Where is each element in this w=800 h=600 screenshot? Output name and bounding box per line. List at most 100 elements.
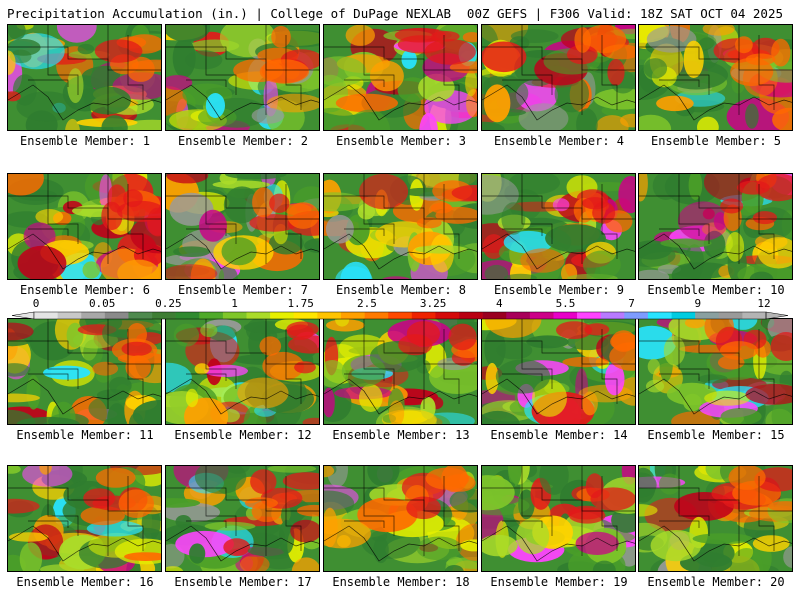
member-map-panel	[481, 465, 636, 572]
ensemble-member-caption: Ensemble Member: 20	[647, 575, 785, 589]
colorbar-swatch	[553, 312, 578, 319]
colorbar-swatch	[317, 312, 342, 319]
colorbar-swatch	[364, 312, 389, 319]
ensemble-member-caption: Ensemble Member: 19	[490, 575, 628, 589]
precipitation-field-map	[166, 25, 319, 130]
member-map-panel	[638, 465, 793, 572]
precipitation-field-map	[639, 319, 792, 424]
colorbar-tick-label: 0.05	[89, 298, 116, 310]
ensemble-member-caption: Ensemble Member: 11	[16, 428, 154, 442]
ensemble-member-caption: Ensemble Member: 9	[493, 283, 625, 297]
colorbar-swatch	[482, 312, 507, 319]
precipitation-field-map	[8, 319, 161, 424]
precipitation-field-map	[166, 319, 319, 424]
colorbar-tick-label: 0.25	[155, 298, 182, 310]
colorbar-tick-label: 3.25	[420, 298, 447, 310]
colorbar-swatch	[506, 312, 531, 319]
precipitation-field-map	[8, 174, 161, 279]
colorbar-swatch	[388, 312, 413, 319]
member-map-panel	[7, 465, 162, 572]
member-map-panel	[165, 24, 320, 131]
member-map-panel	[165, 173, 320, 280]
precipitation-field-map	[639, 174, 792, 279]
ensemble-member-caption: Ensemble Member: 1	[19, 134, 151, 148]
colorbar-swatch	[459, 312, 483, 319]
member-map-panel	[481, 173, 636, 280]
member-map-panel	[323, 173, 478, 280]
colorbar-swatch	[671, 312, 696, 319]
colorbar-swatch	[57, 312, 82, 319]
member-map-panel	[481, 24, 636, 131]
ensemble-member-caption: Ensemble Member: 12	[174, 428, 312, 442]
chart-title: Precipitation Accumulation (in.) | Colle…	[7, 6, 452, 21]
precipitation-colorbar: 0 0.05 0.25 1 1.75 2.5 3.25 4 5.5 7 9 12	[11, 298, 789, 320]
member-map-panel	[7, 24, 162, 131]
ensemble-member-caption: Ensemble Member: 7	[177, 283, 309, 297]
precipitation-field-map	[639, 466, 792, 571]
ensemble-member-caption: Ensemble Member: 18	[332, 575, 470, 589]
precipitation-field-map	[166, 174, 319, 279]
ensemble-member-caption: Ensemble Member: 8	[335, 283, 467, 297]
member-map-panel	[481, 318, 636, 425]
colorbar-tick-label: 9	[694, 298, 701, 310]
precipitation-field-map	[324, 319, 477, 424]
member-map-panel	[638, 24, 793, 131]
member-map-panel	[323, 465, 478, 572]
colorbar-tick-label: 5.5	[556, 298, 576, 310]
ensemble-member-caption: Ensemble Member: 2	[177, 134, 309, 148]
precipitation-field-map	[8, 466, 161, 571]
colorbar-tick-label: 7	[628, 298, 635, 310]
ensemble-member-caption: Ensemble Member: 5	[650, 134, 782, 148]
colorbar-swatch	[577, 312, 602, 319]
colorbar-tick-label: 0	[33, 298, 40, 310]
ensemble-member-caption: Ensemble Member: 3	[335, 134, 467, 148]
member-map-panel	[7, 318, 162, 425]
colorbar-swatch	[34, 312, 58, 319]
ensemble-member-caption: Ensemble Member: 6	[19, 283, 151, 297]
colorbar-swatch	[742, 312, 767, 319]
colorbar-swatch	[246, 312, 271, 319]
precipitation-field-map	[482, 466, 635, 571]
precipitation-field-map	[324, 174, 477, 279]
member-map-panel	[165, 318, 320, 425]
ensemble-member-caption: Ensemble Member: 14	[490, 428, 628, 442]
colorbar-swatch	[624, 312, 649, 319]
colorbar-swatch	[222, 312, 247, 319]
member-map-panel	[638, 318, 793, 425]
colorbar-swatch	[128, 312, 153, 319]
precipitation-field-map	[639, 25, 792, 130]
colorbar-swatch	[152, 312, 176, 319]
precipitation-field-map	[324, 466, 477, 571]
member-map-panel	[165, 465, 320, 572]
colorbar-swatch	[175, 312, 200, 319]
colorbar-swatch	[718, 312, 743, 319]
precipitation-field-map	[482, 319, 635, 424]
colorbar-swatch	[104, 312, 129, 319]
colorbar-min-arrow	[11, 311, 35, 320]
member-map-panel	[323, 24, 478, 131]
member-map-panel	[323, 318, 478, 425]
precipitation-field-map	[482, 25, 635, 130]
ensemble-member-caption: Ensemble Member: 4	[493, 134, 625, 148]
ensemble-member-caption: Ensemble Member: 17	[174, 575, 312, 589]
colorbar-swatch	[340, 312, 365, 319]
precipitation-field-map	[8, 25, 161, 130]
ensemble-member-caption: Ensemble Member: 16	[16, 575, 154, 589]
colorbar-swatch	[199, 312, 224, 319]
member-map-panel	[7, 173, 162, 280]
colorbar-tick-label: 1	[231, 298, 238, 310]
precipitation-field-map	[482, 174, 635, 279]
colorbar-swatch	[695, 312, 720, 319]
colorbar-swatch	[293, 312, 318, 319]
colorbar-swatch	[529, 312, 554, 319]
ensemble-member-caption: Ensemble Member: 13	[332, 428, 470, 442]
colorbar-swatch	[600, 312, 625, 319]
run-valid-time: 00Z GEFS | F306 Valid: 18Z SAT OCT 04 20…	[466, 6, 783, 21]
colorbar-swatch	[81, 312, 106, 319]
colorbar-swatch	[270, 312, 295, 319]
precipitation-field-map	[166, 466, 319, 571]
colorbar-tick-label: 2.5	[357, 298, 377, 310]
colorbar-tick-label: 12	[757, 298, 770, 310]
member-map-panel	[638, 173, 793, 280]
colorbar-tick-label: 4	[496, 298, 503, 310]
